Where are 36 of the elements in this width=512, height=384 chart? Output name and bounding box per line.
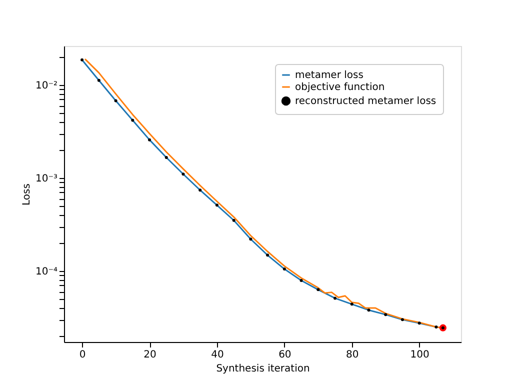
point <box>80 58 84 62</box>
point <box>114 99 118 102</box>
legend-label: objective function <box>295 82 385 93</box>
point <box>316 288 320 292</box>
x-tick-label: 80 <box>346 350 359 360</box>
point <box>418 322 421 325</box>
point <box>300 279 303 282</box>
point <box>198 188 202 192</box>
y-axis-title: Loss <box>21 184 32 206</box>
x-tick-label: 40 <box>211 350 224 360</box>
point <box>282 268 286 271</box>
y-tick-label: 10⁻² <box>35 80 58 92</box>
point <box>367 308 370 312</box>
x-axis-title: Synthesis iteration <box>216 364 310 374</box>
x-tick-label: 0 <box>79 350 86 360</box>
x-tick-label: 100 <box>410 350 430 360</box>
x-tick-label: 60 <box>278 350 292 360</box>
point <box>350 302 354 306</box>
point <box>334 296 337 300</box>
point <box>232 218 236 222</box>
point <box>164 156 168 159</box>
x-tick-label: 20 <box>144 350 156 360</box>
point <box>434 326 438 329</box>
y-tick-label: 10⁻³ <box>35 173 58 184</box>
point <box>384 313 388 316</box>
point <box>215 204 218 207</box>
point <box>266 254 270 257</box>
legend-label: metamer loss <box>295 70 364 81</box>
point <box>97 78 100 82</box>
y-tick-label: 10⁻⁴ <box>35 266 58 278</box>
legend-label: reconstructed metamer loss <box>295 96 436 107</box>
point <box>131 118 134 122</box>
point <box>148 138 152 142</box>
point <box>400 318 404 322</box>
point <box>249 238 252 241</box>
point <box>182 172 185 176</box>
